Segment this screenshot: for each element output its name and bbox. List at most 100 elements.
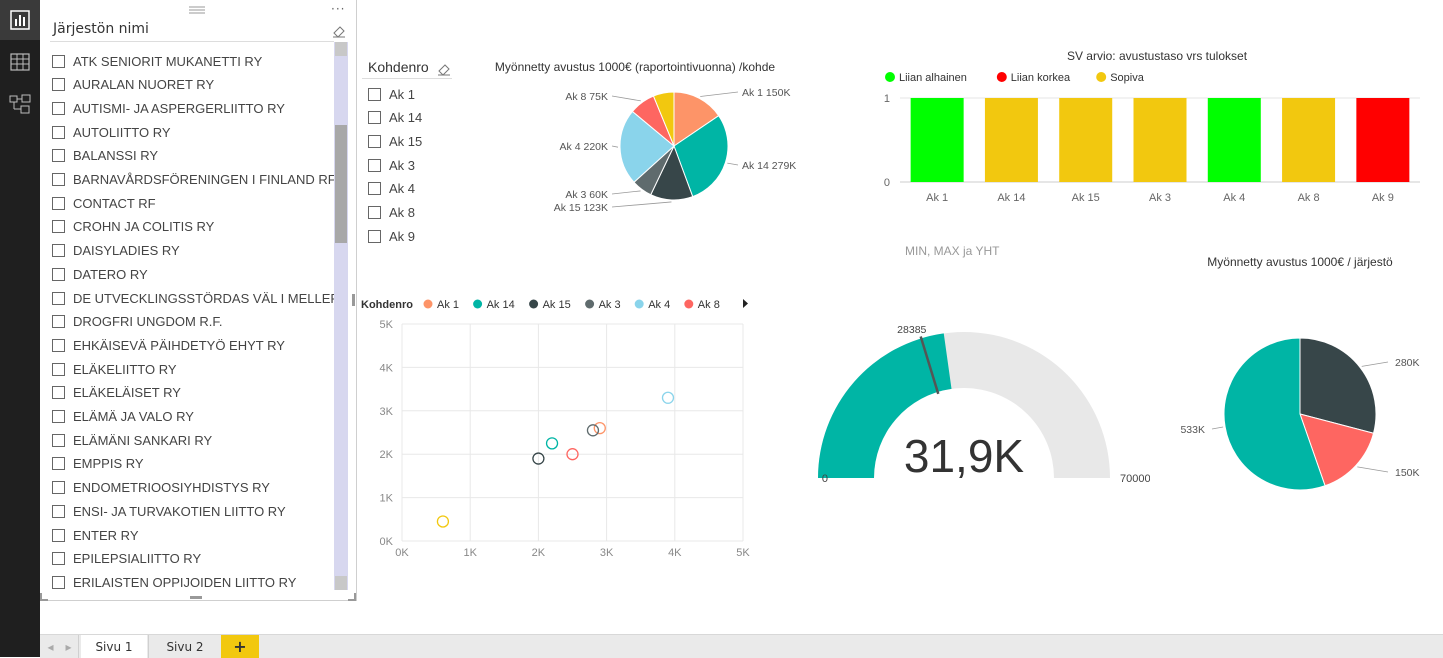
gauge-value-arc[interactable] [818,333,952,478]
checkbox[interactable] [52,291,65,305]
checkbox[interactable] [368,206,381,219]
org-slicer-item[interactable]: ELÄMÄ JA VALO RY [52,406,335,428]
org-slicer-item[interactable]: AUTOLIITTO RY [52,121,335,143]
org-slicer-item[interactable]: EHKÄISEVÄ PÄIHDETYÖ EHYT RY [52,334,335,356]
checkbox[interactable] [368,229,381,243]
tab-sivu-2[interactable]: Sivu 2 [148,635,222,658]
org-slicer-item[interactable]: ENDOMETRIOOSIYHDISTYS RY [52,477,335,499]
checkbox[interactable] [52,196,65,210]
tab-sivu-1[interactable]: Sivu 1 [81,635,147,658]
checkbox[interactable] [52,101,65,115]
org-slicer-item[interactable]: ELÄMÄNI SANKARI RY [52,429,335,451]
checkbox[interactable] [52,362,65,376]
kohdenro-eraser-icon[interactable] [437,61,451,80]
data-view-icon[interactable] [0,42,40,82]
checkbox[interactable] [52,575,65,589]
checkbox[interactable] [52,410,65,423]
checkbox[interactable] [52,504,65,518]
scatter-point[interactable] [436,515,450,528]
resize-handle-bottom[interactable] [190,596,202,599]
kohdenro-slicer-item[interactable]: Ak 1 [368,84,415,104]
org-slicer-item[interactable]: ELÄKELIITTO RY [52,358,335,380]
resize-corner-bl[interactable] [40,593,48,601]
org-slicer-item[interactable]: ERILAISTEN OPPIJOIDEN LIITTO RY [52,571,335,593]
checkbox[interactable] [52,338,65,352]
scatter-point[interactable] [593,422,606,435]
pie-slice[interactable] [1299,413,1375,487]
pie-slice[interactable] [673,91,720,147]
org-slicer-item[interactable]: DE UTVECKLINGSSTÖRDAS VÄL I MELLERSTA [52,287,335,309]
tab-scroll-left-icon[interactable]: ◂ [47,639,54,654]
bar[interactable] [1059,98,1113,182]
checkbox[interactable] [52,267,65,281]
kohdenro-slicer-item[interactable]: Ak 9 [368,226,415,246]
checkbox[interactable] [52,481,65,495]
org-slicer-item[interactable]: DATERO RY [52,263,335,285]
org-slicer-item[interactable]: AURALAN NUORET RY [52,74,335,96]
checkbox[interactable] [52,386,65,400]
org-slicer-item[interactable]: BALANSSI RY [52,145,335,167]
scatter-point[interactable] [586,424,600,437]
resize-handle-right[interactable] [352,294,355,306]
checkbox[interactable] [52,244,65,258]
scrollbar-thumb[interactable] [335,125,347,243]
scatter-point[interactable] [545,437,559,450]
pie-slice[interactable] [619,110,675,183]
drag-handle-icon[interactable] [188,1,206,20]
bar[interactable] [1133,98,1187,182]
org-slicer-item[interactable]: DAISYLADIES RY [52,240,335,262]
add-page-button[interactable]: + [221,635,259,658]
checkbox[interactable] [52,173,65,186]
checkbox[interactable] [52,125,65,139]
kohdenro-slicer-item[interactable]: Ak 8 [368,203,415,223]
checkbox[interactable] [52,433,65,447]
scatter-point[interactable] [532,452,545,465]
checkbox[interactable] [52,220,65,234]
kohdenro-slicer-item[interactable]: Ak 4 [368,179,415,199]
checkbox[interactable] [368,111,381,125]
bar[interactable] [910,98,964,182]
checkbox[interactable] [368,182,381,196]
checkbox[interactable] [52,54,65,68]
org-slicer-item[interactable]: CONTACT RF [52,192,335,214]
scatter-point[interactable] [661,391,675,404]
scroll-up-button[interactable] [335,42,347,56]
checkbox[interactable] [368,158,381,172]
bar[interactable] [1356,98,1410,182]
checkbox[interactable] [52,149,65,163]
checkbox[interactable] [52,528,65,542]
org-slicer-item[interactable]: ENSI- JA TURVAKOTIEN LIITTO RY [52,500,335,522]
report-view-icon[interactable] [0,0,40,40]
bar[interactable] [1207,98,1261,182]
scatter-point[interactable] [566,448,579,461]
checkbox[interactable] [368,134,381,148]
bar[interactable] [984,98,1038,182]
kohdenro-slicer-item[interactable]: Ak 15 [368,131,422,151]
kohdenro-slicer-item[interactable]: Ak 3 [368,155,415,175]
bar[interactable] [1282,98,1336,182]
scroll-down-button[interactable] [335,576,347,590]
eraser-icon[interactable] [332,23,346,42]
pie-slice[interactable] [673,114,729,198]
pie-slice[interactable] [1223,337,1326,491]
pie-slice[interactable] [652,91,675,147]
org-slicer-item[interactable]: ATK SENIORIT MUKANETTI RY [52,50,335,72]
org-slicer-item[interactable]: EPILEPSIALIITTO RY [52,548,335,570]
resize-corner-br[interactable] [348,593,356,601]
org-slicer-item[interactable]: AUTISMI- JA ASPERGERLIITTO RY [52,97,335,119]
checkbox[interactable] [52,552,65,566]
tab-scroll-right-icon[interactable]: ▸ [59,635,79,658]
org-slicer-item[interactable]: ELÄKELÄISET RY [52,382,335,404]
org-slicer-item[interactable]: ENTER RY [52,524,335,546]
checkbox[interactable] [52,457,65,471]
checkbox[interactable] [52,315,65,329]
org-slicer-item[interactable]: EMPPIS RY [52,453,335,475]
org-slicer-item[interactable]: CROHN JA COLITIS RY [52,216,335,238]
checkbox[interactable] [52,78,65,92]
checkbox[interactable] [368,87,381,101]
legend-next-icon[interactable] [743,299,748,308]
more-options-icon[interactable]: ··· [331,2,346,16]
org-slicer-item[interactable]: BARNAVÅRDSFÖRENINGEN I FINLAND RF [52,169,335,191]
relationships-view-icon[interactable] [0,84,40,124]
kohdenro-slicer-item[interactable]: Ak 14 [368,108,422,128]
